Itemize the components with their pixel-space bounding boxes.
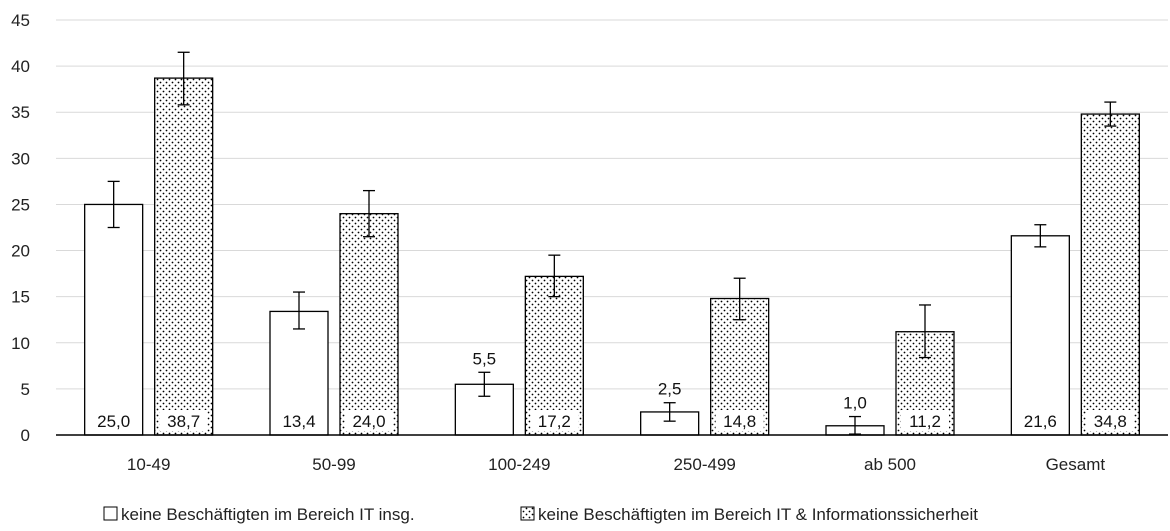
data-label-background [530, 410, 579, 431]
data-label: 5,5 [473, 349, 497, 368]
bar [1010, 235, 1070, 436]
y-tick-label: 0 [21, 426, 30, 445]
bar [84, 203, 144, 436]
x-tick-label: 50-99 [312, 455, 355, 474]
bar-group: 25,0 38,7 [84, 51, 214, 436]
data-label: 14,8 [723, 412, 756, 431]
y-tick-label: 20 [11, 242, 30, 261]
bar [524, 275, 584, 436]
bar-group: 2,5 14,8 [640, 277, 770, 436]
y-tick-label: 25 [11, 195, 30, 214]
data-label: 17,2 [538, 412, 571, 431]
bars: 25,0 38,7 13,4 24,0 5,5 17,2 2,5 14,8 1,0 11,2 21,… [84, 51, 1140, 436]
bar [269, 310, 329, 436]
bar-group: 5,5 17,2 [454, 254, 584, 436]
y-tick-label: 40 [11, 57, 30, 76]
legend-label: keine Beschäftigten im Bereich IT & Info… [538, 505, 978, 524]
legend-swatch-dotted [520, 506, 535, 521]
data-label-background [345, 410, 393, 431]
gridlines [56, 19, 1168, 390]
x-tick-label: 10-49 [127, 455, 170, 474]
bar-group: 13,4 24,0 [269, 189, 399, 436]
y-tick-label: 45 [11, 11, 30, 30]
bar-group: 21,6 34,8 [1010, 101, 1140, 436]
data-label: 25,0 [97, 412, 130, 431]
legend: keine Beschäftigten im Bereich IT insg. k… [103, 505, 978, 524]
data-label: 11,2 [909, 412, 941, 431]
data-label-background [901, 410, 949, 431]
bar [339, 213, 399, 436]
data-label: 2,5 [658, 380, 682, 399]
legend-label: keine Beschäftigten im Bereich IT insg. [121, 505, 415, 524]
data-label: 38,7 [167, 412, 200, 431]
data-label: 13,4 [282, 412, 315, 431]
data-label-background [715, 410, 764, 431]
legend-swatch-plain [103, 506, 118, 521]
data-label: 34,8 [1094, 412, 1127, 431]
y-axis-tick-labels: 0 5 10 15 20 25 30 35 40 45 [11, 11, 30, 445]
data-label-background [159, 410, 208, 431]
x-tick-label: ab 500 [864, 455, 916, 474]
y-tick-label: 35 [11, 103, 30, 122]
x-tick-label: Gesamt [1046, 455, 1106, 474]
data-label: 24,0 [352, 412, 385, 431]
y-tick-label: 10 [11, 334, 30, 353]
legend-item: keine Beschäftigten im Bereich IT insg. [103, 505, 415, 524]
x-tick-label: 100-249 [488, 455, 550, 474]
legend-item: keine Beschäftigten im Bereich IT & Info… [520, 505, 978, 524]
y-tick-label: 15 [11, 288, 30, 307]
x-tick-label: 250-499 [673, 455, 735, 474]
bar [154, 77, 214, 436]
bar [1080, 113, 1140, 436]
data-label-background [1086, 410, 1135, 431]
y-tick-label: 30 [11, 149, 30, 168]
data-label: 21,6 [1024, 412, 1057, 431]
y-tick-label: 5 [21, 380, 30, 399]
x-axis-tick-labels: 10-49 50-99 100-249 250-499 ab 500 Gesamt [127, 455, 1105, 474]
data-label: 1,0 [843, 394, 867, 413]
bar-group: 1,0 11,2 [825, 304, 955, 436]
